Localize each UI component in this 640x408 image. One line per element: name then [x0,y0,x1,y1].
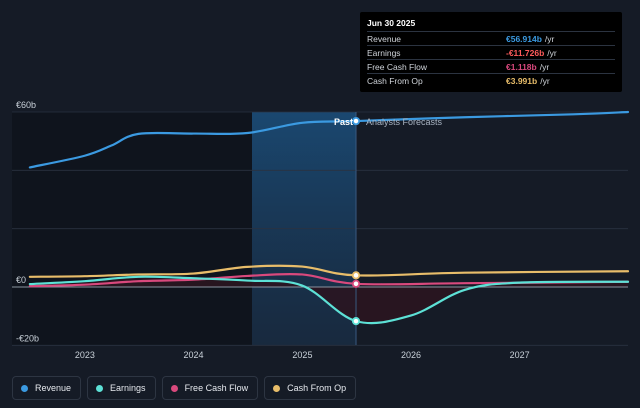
legend-label: Cash From Op [287,383,347,393]
tooltip-date: Jun 30 2025 [367,18,416,28]
x-tick-labels: 2023 2024 2025 2026 2027 [75,350,530,360]
grid [12,111,628,346]
y-tick-label: -€20b [16,333,39,343]
tooltip-unit: /yr [539,61,550,72]
tooltip-row-earnings: Earnings -€11.726b /yr [367,45,615,59]
earnings-line [28,275,630,325]
legend-dot-icon [21,384,28,392]
tooltip-label: Earnings [367,47,401,58]
revenue-marker [351,116,361,126]
legend-dot-icon [170,384,178,392]
x-tick-label: 2026 [401,350,421,360]
legend-label: Earnings [110,383,146,393]
tooltip-value: €3.991b [506,75,538,86]
x-tick-label: 2025 [292,350,312,360]
x-tick-label: 2027 [510,350,530,360]
y-tick-label: €0 [16,275,26,285]
legend-item-cash-from-op[interactable]: Cash From Op [264,376,357,400]
tooltip: Jun 30 2025 Revenue €56.914b /yr Earning… [360,12,622,92]
negative-earnings-fill [29,276,628,324]
tooltip-label: Cash From Op [367,75,423,86]
tooltip-unit: /yr [540,75,550,86]
tooltip-unit: /yr [544,33,555,44]
y-tick-labels: €60b €0 -€20b [16,100,39,343]
forecast-label: Analysts Forecasts [366,117,443,127]
tooltip-value: €56.914b [506,33,542,44]
legend-item-free-cash-flow[interactable]: Free Cash Flow [161,376,259,400]
tooltip-unit: /yr [547,47,557,58]
divider-markers [351,116,361,326]
earnings-marker [351,317,361,326]
past-label: Past [334,117,353,127]
tooltip-value: -€11.726b [506,47,545,58]
tooltip-row-free-cash-flow: Free Cash Flow €1.118b /yr [367,59,615,73]
legend-label: Revenue [35,383,72,393]
free-cash-flow-marker [351,279,361,288]
legend-dot-icon [273,384,281,392]
free-cash-flow-line [28,272,630,288]
y-tick-label: €60b [16,100,36,110]
tooltip-row-revenue: Revenue €56.914b /yr [367,31,615,45]
legend: Revenue Earnings Free Cash Flow Cash Fro… [12,376,362,400]
tooltip-label: Revenue [367,33,402,44]
tooltip-row-cash-from-op: Cash From Op €3.991b /yr [367,73,615,87]
tooltip-value: €1.118b [506,61,537,72]
x-tick-label: 2024 [184,350,204,360]
tooltip-label: Free Cash Flow [367,61,427,72]
revenue-line [28,110,630,169]
x-tick-label: 2023 [75,350,95,360]
cash-from-op-marker [351,271,361,280]
cash-from-op-line [28,264,630,278]
legend-label: Free Cash Flow [184,383,249,393]
legend-item-revenue[interactable]: Revenue [12,376,82,400]
legend-dot-icon [96,384,104,392]
legend-item-earnings[interactable]: Earnings [87,376,156,400]
series-lines [28,110,630,325]
